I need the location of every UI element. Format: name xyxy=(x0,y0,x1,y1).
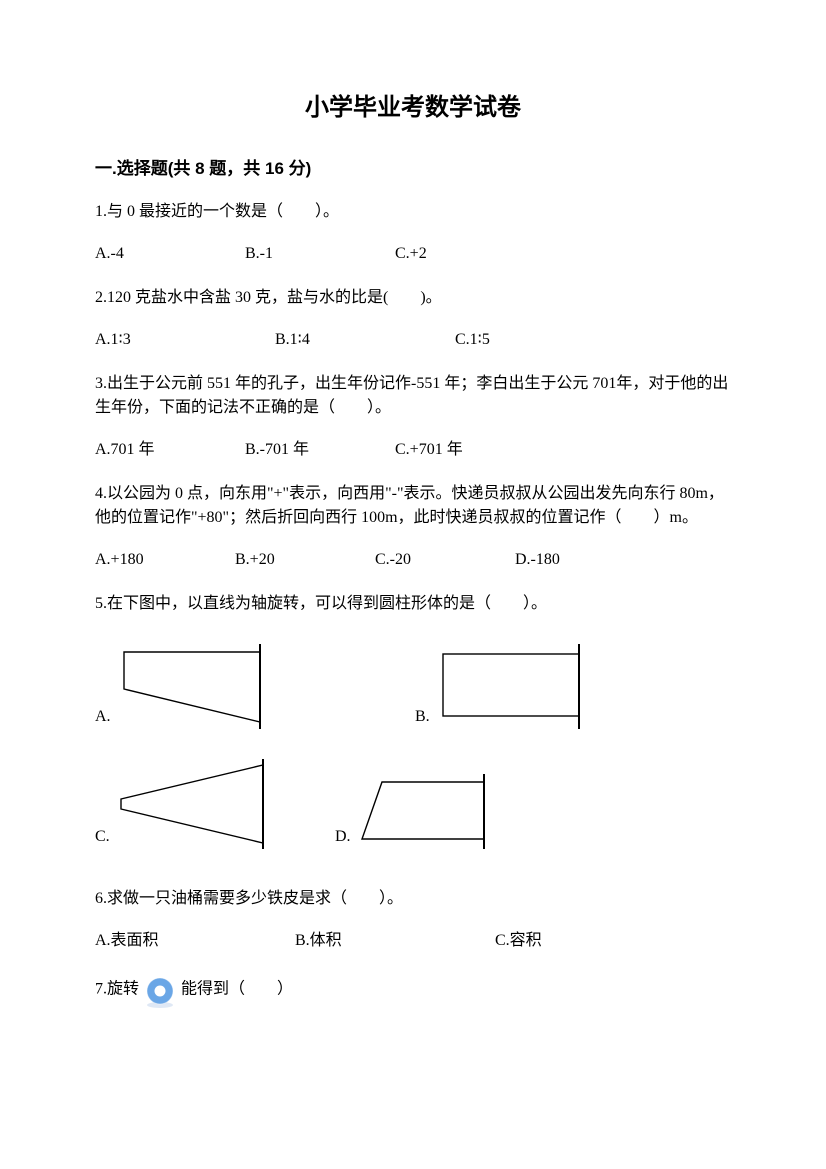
question-3: 3.出生于公元前 551 年的孔子，出生年份记作-551 年；李白出生于公元 7… xyxy=(95,372,731,462)
q6-opt-a: A.表面积 xyxy=(95,929,295,953)
q5-opt-c-cell: C. xyxy=(95,759,325,849)
q6-options: A.表面积 B.体积 C.容积 xyxy=(95,929,731,953)
q2-opt-b: B.1∶4 xyxy=(275,328,455,352)
q2-options: A.1∶3 B.1∶4 C.1∶5 xyxy=(95,328,731,352)
question-1: 1.与 0 最接近的一个数是（ ）。 A.-4 B.-1 C.+2 xyxy=(95,200,731,266)
q1-options: A.-4 B.-1 C.+2 xyxy=(95,242,731,266)
q2-text: 2.120 克盐水中含盐 30 克，盐与水的比是( )。 xyxy=(95,286,731,310)
q5-opt-b-label: B. xyxy=(415,705,430,729)
q5-opt-c-label: C. xyxy=(95,825,110,849)
q7-post: 能得到（ ） xyxy=(181,980,293,997)
q4-text: 4.以公园为 0 点，向东用"+"表示，向西用"-"表示。快递员叔叔从公园出发先… xyxy=(95,482,731,530)
q5-opt-a-cell: A. xyxy=(95,644,365,729)
q1-opt-c: C.+2 xyxy=(395,242,545,266)
q6-opt-b: B.体积 xyxy=(295,929,495,953)
q6-text: 6.求做一只油桶需要多少铁皮是求（ ）。 xyxy=(95,887,731,911)
q5-opt-b-cell: B. xyxy=(415,644,586,729)
q4-opt-b: B.+20 xyxy=(235,548,375,572)
q3-text: 3.出生于公元前 551 年的孔子，出生年份记作-551 年；李白出生于公元 7… xyxy=(95,372,731,420)
q5-opt-a-label: A. xyxy=(95,705,111,729)
q7-text: 7.旋转 能得到（ ） xyxy=(95,973,731,1007)
donut-icon xyxy=(143,975,177,1009)
q5-row-2: C. D. xyxy=(95,759,731,849)
q4-options: A.+180 B.+20 C.-20 D.-180 xyxy=(95,548,731,572)
question-7: 7.旋转 能得到（ ） xyxy=(95,973,731,1007)
question-5: 5.在下图中，以直线为轴旋转，可以得到圆柱形体的是（ ）。 A. B. C. xyxy=(95,592,731,849)
q4-opt-a: A.+180 xyxy=(95,548,235,572)
q2-opt-a: A.1∶3 xyxy=(95,328,275,352)
q1-text: 1.与 0 最接近的一个数是（ ）。 xyxy=(95,200,731,224)
q3-opt-a: A.701 年 xyxy=(95,438,245,462)
q7-pre: 7.旋转 xyxy=(95,980,139,997)
q3-opt-c: C.+701 年 xyxy=(395,438,545,462)
q5-opt-d-label: D. xyxy=(335,825,351,849)
q6-opt-c: C.容积 xyxy=(495,929,695,953)
q3-options: A.701 年 B.-701 年 C.+701 年 xyxy=(95,438,731,462)
section-header: 一.选择题(共 8 题，共 16 分) xyxy=(95,156,731,182)
question-6: 6.求做一只油桶需要多少铁皮是求（ ）。 A.表面积 B.体积 C.容积 xyxy=(95,887,731,953)
q5-opt-d-cell: D. xyxy=(335,759,492,849)
page-title: 小学毕业考数学试卷 xyxy=(95,90,731,126)
q4-opt-d: D.-180 xyxy=(515,548,655,572)
q4-opt-c: C.-20 xyxy=(375,548,515,572)
q5-text: 5.在下图中，以直线为轴旋转，可以得到圆柱形体的是（ ）。 xyxy=(95,592,731,616)
q1-opt-b: B.-1 xyxy=(245,242,395,266)
q3-opt-b: B.-701 年 xyxy=(245,438,395,462)
q2-opt-c: C.1∶5 xyxy=(455,328,635,352)
shape-b-icon xyxy=(431,644,586,729)
shape-d-icon xyxy=(352,774,492,849)
q5-row-1: A. B. xyxy=(95,644,731,729)
shape-a-icon xyxy=(112,644,267,729)
shape-c-icon xyxy=(111,759,271,849)
question-2: 2.120 克盐水中含盐 30 克，盐与水的比是( )。 A.1∶3 B.1∶4… xyxy=(95,286,731,352)
q1-opt-a: A.-4 xyxy=(95,242,245,266)
question-4: 4.以公园为 0 点，向东用"+"表示，向西用"-"表示。快递员叔叔从公园出发先… xyxy=(95,482,731,572)
